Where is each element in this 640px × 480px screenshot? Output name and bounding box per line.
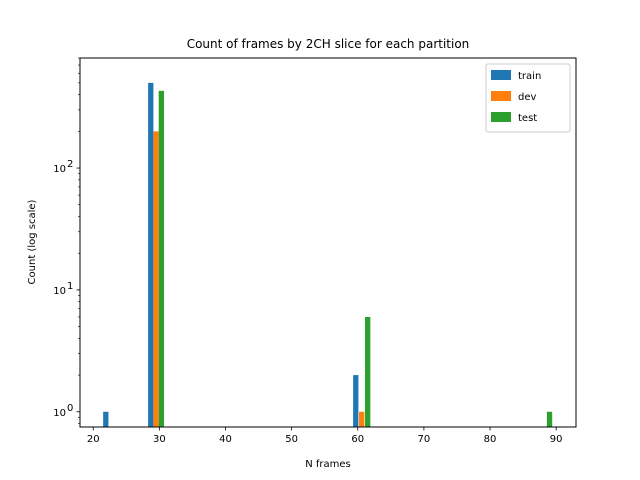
x-axis: 20 30 40 50 60 70 80 90 xyxy=(87,427,563,445)
bar-test-0 xyxy=(158,90,164,428)
y-tick-label: 10 xyxy=(53,408,66,419)
x-tick-label: 60 xyxy=(351,434,364,445)
x-tick-label: 30 xyxy=(153,434,166,445)
bar-train-0 xyxy=(103,411,109,427)
bars xyxy=(103,82,553,428)
legend-label-test: test xyxy=(518,113,537,124)
legend-label-train: train xyxy=(518,71,541,82)
bar-train-1 xyxy=(148,82,154,428)
bar-test-2 xyxy=(546,411,553,427)
legend-swatch-test xyxy=(491,112,511,122)
y-axis-label: Count (log scale) xyxy=(27,199,38,284)
x-tick-label: 90 xyxy=(550,434,563,445)
legend-swatch-dev xyxy=(491,91,511,101)
bar-dev-0 xyxy=(153,131,159,427)
x-tick-label: 70 xyxy=(418,434,431,445)
x-tick-label: 80 xyxy=(484,434,497,445)
y-tick-exponent: 0 xyxy=(67,403,73,414)
plot-frame xyxy=(79,57,577,428)
y-tick-label: 10 xyxy=(53,286,66,297)
legend: train dev test xyxy=(485,63,571,133)
y-tick-exponent: 1 xyxy=(67,281,73,292)
bar-test-1 xyxy=(365,316,371,427)
x-axis-label: N frames xyxy=(305,459,351,470)
x-tick-label: 40 xyxy=(219,434,232,445)
legend-label-dev: dev xyxy=(518,92,537,103)
chart-title: Count of frames by 2CH slice for each pa… xyxy=(187,37,470,51)
x-tick-label: 20 xyxy=(87,434,100,445)
y-tick-label: 10 xyxy=(53,164,66,175)
bar-train-2 xyxy=(353,375,359,427)
legend-swatch-train xyxy=(491,70,511,80)
bar-dev-1 xyxy=(359,411,365,427)
x-tick-label: 50 xyxy=(285,434,298,445)
y-tick-exponent: 2 xyxy=(67,159,73,170)
